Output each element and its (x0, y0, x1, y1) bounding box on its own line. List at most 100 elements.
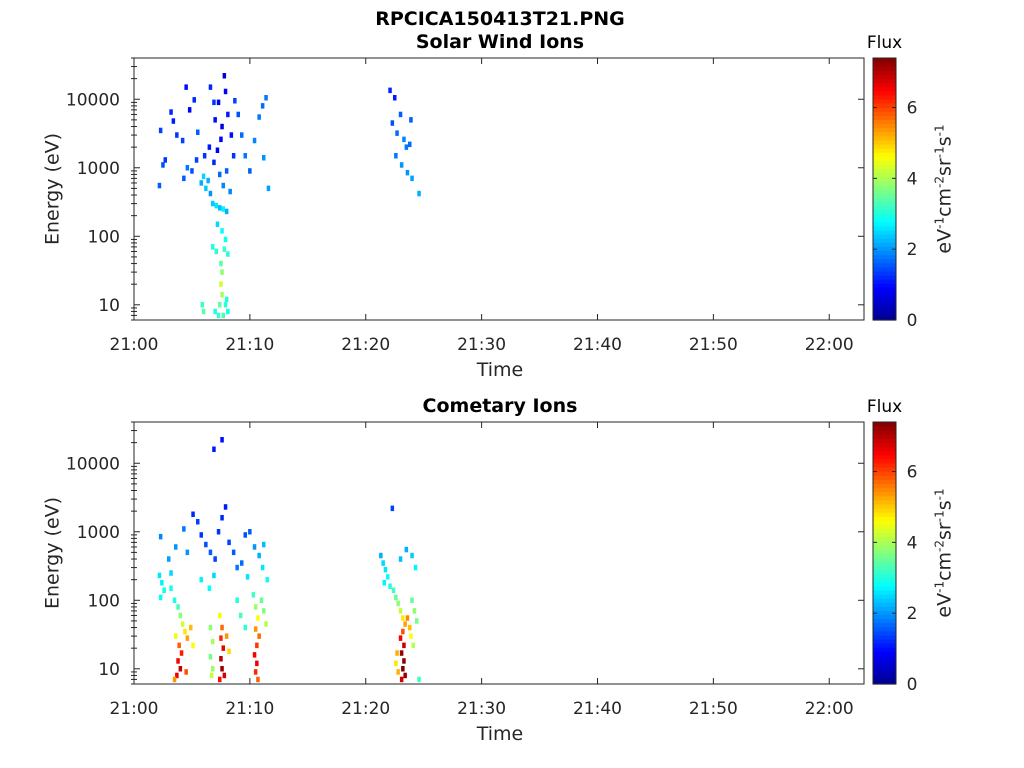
heatmap-cell (403, 621, 407, 627)
colorbar-segment (873, 291, 896, 297)
colorbar-label-exponent: -2 (933, 540, 947, 552)
colorbar-segment (873, 471, 896, 476)
colorbar-segment (873, 663, 896, 669)
x-tick-label: 21:30 (457, 335, 506, 355)
heatmap-cell (243, 624, 247, 631)
colorbar-segment (873, 557, 896, 562)
heatmap-cell (201, 173, 206, 180)
colorbar-segment (873, 242, 896, 247)
heatmap-cell (236, 111, 240, 118)
cometary-ions-panel: Cometary Ions 21:00 21:10 21:20 21:30 21:40 2… (42, 395, 956, 745)
colorbar-segment (873, 422, 896, 427)
heatmap-cell (394, 594, 398, 601)
y-tick-label: 10000 (66, 90, 120, 110)
heatmap-cell (213, 117, 217, 123)
heatmap-cell (379, 552, 383, 559)
colorbar-segment (873, 197, 896, 202)
colorbar-tick-label: 2 (907, 240, 918, 260)
colorbar-segment (873, 516, 896, 521)
heatmap-cell (208, 84, 213, 90)
heatmap-cell (253, 669, 258, 675)
heatmap-cell (190, 168, 194, 174)
heatmap-cell (253, 604, 258, 610)
heatmap-cell (396, 669, 400, 675)
colorbar-segment (873, 544, 896, 550)
colorbar-segment (873, 246, 896, 251)
colorbar-segment (873, 98, 896, 104)
colorbar-segment (873, 491, 896, 497)
heatmap-cell (224, 296, 229, 303)
heatmap-cell (180, 621, 185, 627)
x-tick-label: 22:00 (805, 699, 854, 719)
colorbar-segment (873, 626, 896, 632)
heatmap-cell (208, 654, 213, 660)
heatmap-cell (212, 572, 216, 579)
heatmap-cell (410, 597, 414, 603)
panel-title-cometary-ions: Cometary Ions (423, 395, 578, 417)
colorbar-segment (873, 630, 896, 636)
colorbar-tick-label: 6 (907, 99, 918, 119)
heatmap-cell (161, 162, 165, 168)
heatmap-cell (192, 97, 196, 103)
plot-frame-solar-wind (133, 57, 865, 321)
colorbar-segment (873, 115, 896, 120)
heatmap-cell (184, 669, 188, 675)
heatmap-cell (211, 244, 215, 250)
colorbar-segment (873, 577, 896, 583)
heatmap-cell (398, 556, 403, 562)
heatmap-cell (199, 180, 203, 186)
x-tick-label: 21:20 (341, 335, 390, 355)
heatmap-cell (175, 132, 179, 138)
heatmap-cell (256, 676, 260, 683)
colorbar-segment (873, 213, 896, 219)
heatmap-cell (224, 168, 229, 174)
heatmap-cell (266, 185, 271, 192)
colorbar-label-exponent: -1 (933, 146, 947, 158)
colorbar-segment (873, 82, 896, 88)
colorbar-segment (873, 234, 896, 239)
heatmap-cell (216, 529, 221, 535)
heatmap-cell (200, 302, 205, 308)
heatmap-cell (187, 107, 192, 113)
heatmap-cell (393, 95, 397, 101)
heatmap-cell (220, 437, 224, 443)
solar-wind-ions-panel: Solar Wind Ions 21:00 21:10 21:20 21:30 21:4… (42, 31, 956, 381)
heatmap-cell (183, 628, 187, 635)
heatmap-cell (226, 111, 230, 118)
colorbar-segment (873, 103, 896, 108)
colorbar-segment (873, 299, 896, 305)
heatmap-cell (207, 585, 212, 591)
heatmap-cell (185, 549, 190, 556)
heatmap-cell (219, 635, 223, 641)
colorbar-segment (873, 581, 896, 587)
colorbar-segment (873, 671, 896, 677)
heatmap-cell (218, 676, 222, 683)
colorbar-tick-label: 2 (907, 604, 918, 624)
heatmap-cell (262, 608, 266, 614)
heatmap-cell (172, 676, 177, 683)
heatmap-cell (218, 612, 222, 619)
heatmap-cell (208, 190, 213, 197)
y-tick-label: 1000 (77, 523, 120, 543)
x-tick-label: 21:50 (689, 699, 738, 719)
heatmap-cell (398, 608, 403, 614)
heatmap-cell (211, 200, 215, 207)
heatmap-cell (222, 73, 227, 79)
heatmap-cell (395, 130, 399, 136)
heatmap-cell (160, 580, 164, 586)
colorbar-segment (873, 193, 896, 198)
colorbar-tick-label: 4 (907, 533, 918, 553)
figure-title: RPCICA150413T21.PNG (375, 8, 625, 30)
y-axis-label-cometary: Energy (eV) (42, 497, 64, 609)
colorbar-segment (873, 573, 896, 579)
heatmap-cell (199, 532, 203, 538)
heatmap-cell (172, 597, 177, 603)
heatmap-cell (394, 153, 398, 159)
x-tick-label: 21:50 (689, 335, 738, 355)
heatmap-cell (178, 612, 183, 619)
heatmap-cell (220, 624, 224, 631)
x-tick-label: 22:00 (805, 335, 854, 355)
heatmap-cell (257, 633, 261, 639)
colorbar-segment (873, 593, 896, 599)
